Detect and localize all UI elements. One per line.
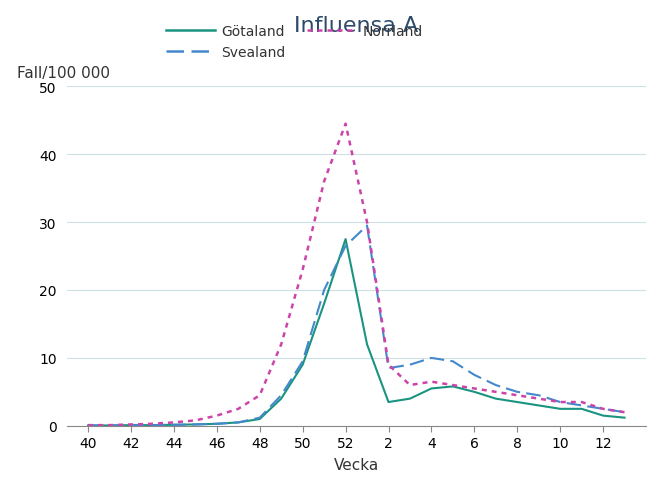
Legend: Götaland, Svealand, Norrland: Götaland, Svealand, Norrland — [161, 19, 428, 65]
X-axis label: Vecka: Vecka — [334, 457, 379, 472]
Text: Fall/100 000: Fall/100 000 — [17, 65, 111, 80]
Title: Influensa A: Influensa A — [294, 15, 418, 36]
